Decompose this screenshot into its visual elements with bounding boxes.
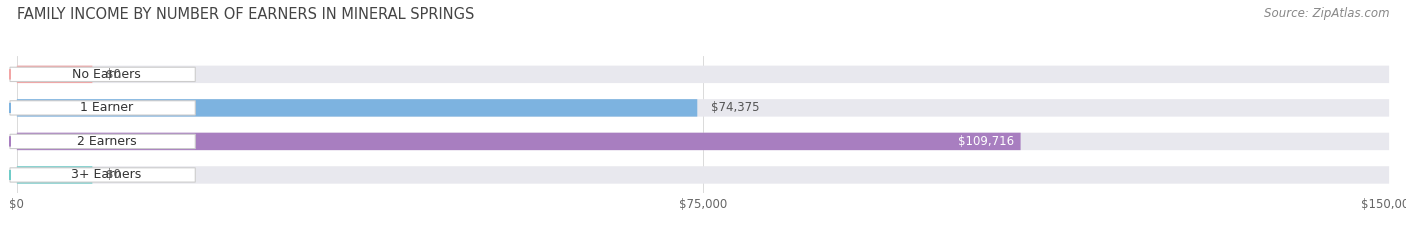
Text: 3+ Earners: 3+ Earners <box>72 168 142 182</box>
FancyBboxPatch shape <box>17 66 93 83</box>
FancyBboxPatch shape <box>10 67 195 82</box>
FancyBboxPatch shape <box>17 133 1021 150</box>
FancyBboxPatch shape <box>10 168 195 182</box>
FancyBboxPatch shape <box>17 166 1389 184</box>
FancyBboxPatch shape <box>17 133 1389 150</box>
FancyBboxPatch shape <box>10 101 195 115</box>
FancyBboxPatch shape <box>10 134 195 149</box>
FancyBboxPatch shape <box>17 66 1389 83</box>
FancyBboxPatch shape <box>17 99 1389 116</box>
FancyBboxPatch shape <box>17 99 697 116</box>
Text: 2 Earners: 2 Earners <box>76 135 136 148</box>
Text: $0: $0 <box>105 68 121 81</box>
Text: $0: $0 <box>105 168 121 182</box>
Text: No Earners: No Earners <box>72 68 141 81</box>
Text: $74,375: $74,375 <box>711 101 759 114</box>
FancyBboxPatch shape <box>17 166 93 184</box>
Text: Source: ZipAtlas.com: Source: ZipAtlas.com <box>1264 7 1389 20</box>
Text: $109,716: $109,716 <box>957 135 1014 148</box>
Text: FAMILY INCOME BY NUMBER OF EARNERS IN MINERAL SPRINGS: FAMILY INCOME BY NUMBER OF EARNERS IN MI… <box>17 7 474 22</box>
Text: 1 Earner: 1 Earner <box>80 101 134 114</box>
